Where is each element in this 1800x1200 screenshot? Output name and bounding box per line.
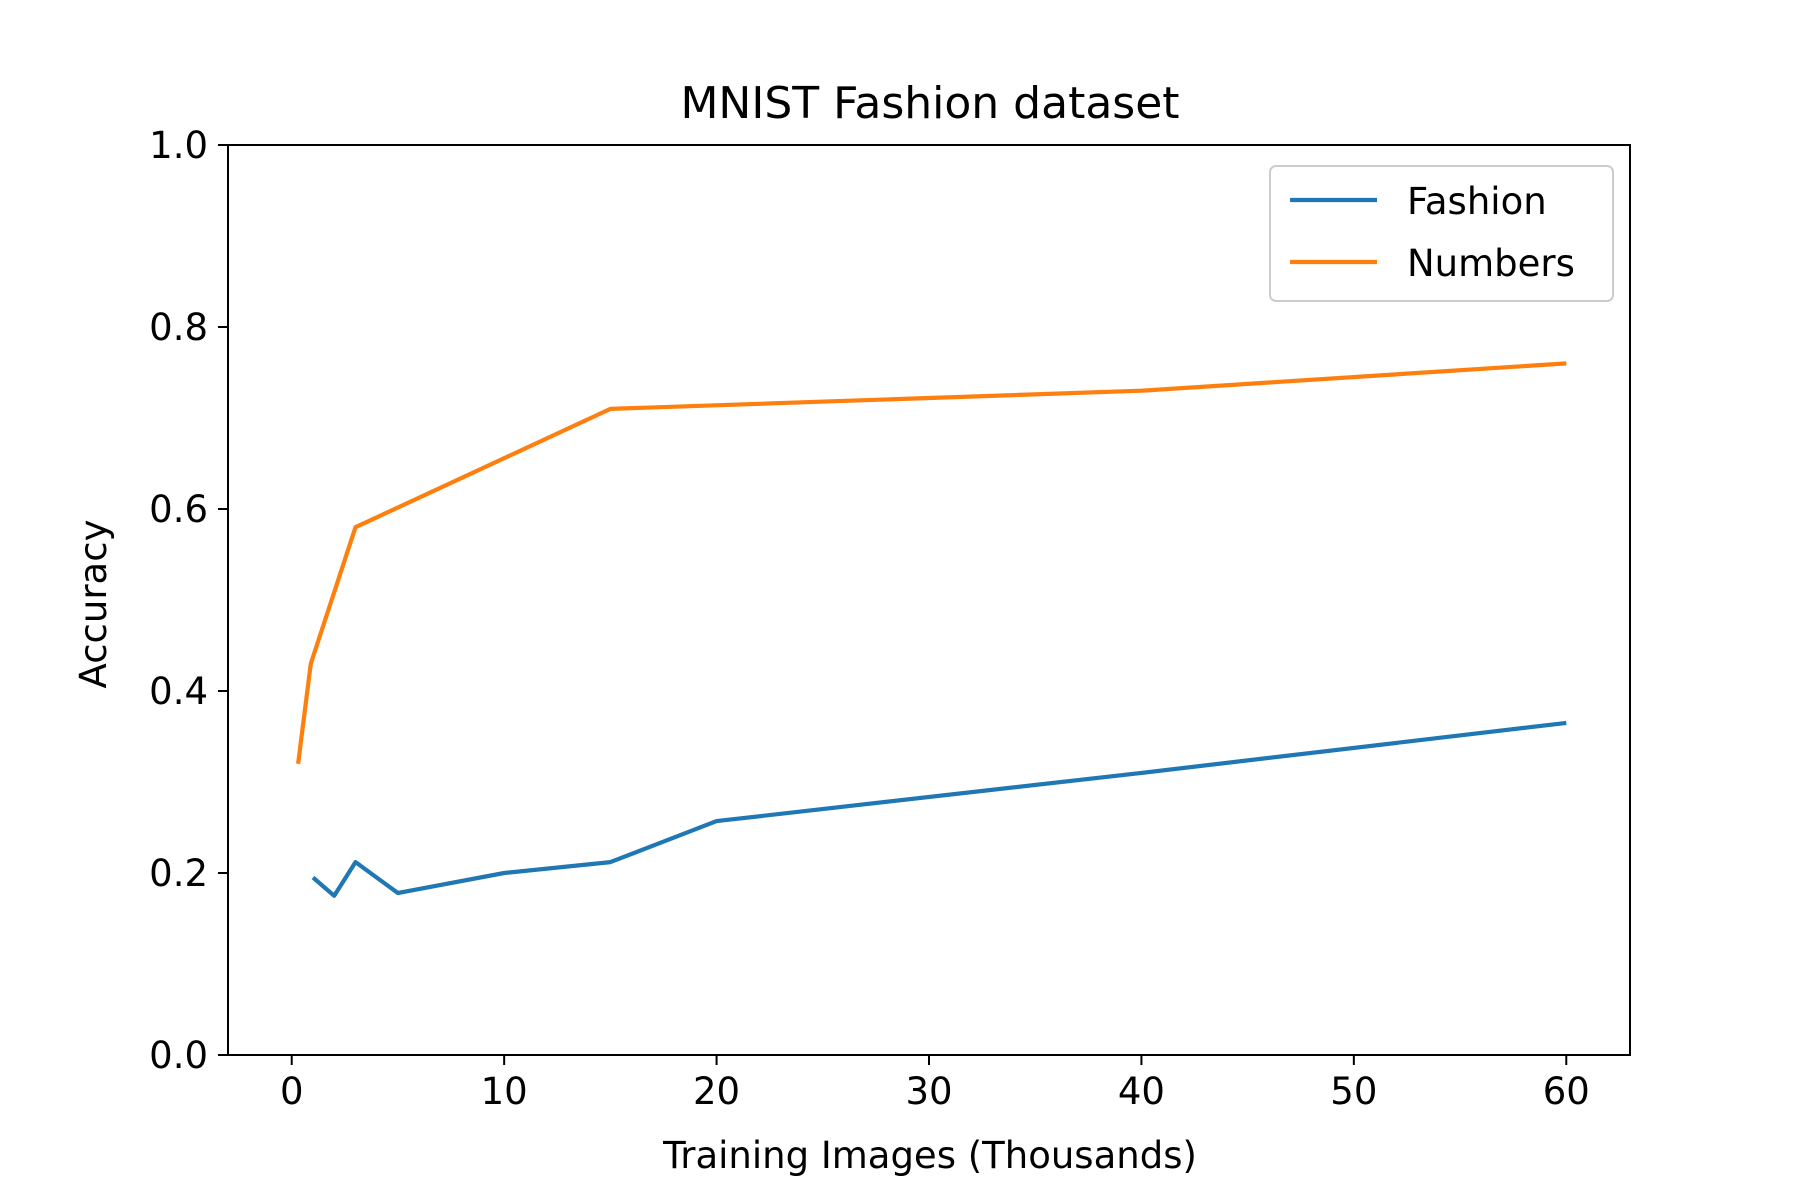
y-axis: 0.0 0.2 0.4 0.6 0.8 1.0: [149, 124, 228, 1077]
legend-label-fashion: Fashion: [1407, 180, 1547, 223]
x-tick-label: 30: [905, 1070, 952, 1113]
x-tick-label: 20: [693, 1070, 740, 1113]
x-tick-label: 50: [1330, 1070, 1377, 1113]
series-lines: [296, 361, 1567, 898]
x-tick-label: 60: [1543, 1070, 1590, 1113]
series-line-fashion: [311, 720, 1567, 898]
x-tick-label: 40: [1118, 1070, 1165, 1113]
x-tick-label: 0: [280, 1070, 304, 1113]
y-tick-label: 0.2: [149, 852, 208, 895]
y-tick-label: 0.8: [149, 306, 208, 349]
y-tick-label: 1.0: [149, 124, 208, 167]
legend: Fashion Numbers: [1269, 165, 1614, 302]
x-axis: 0 10 20 30 40 50 60: [280, 1055, 1590, 1113]
series-line-numbers: [296, 361, 1567, 765]
y-tick-label: 0.0: [149, 1034, 208, 1077]
chart-title: MNIST Fashion dataset: [680, 78, 1179, 129]
y-axis-label: Accuracy: [72, 520, 115, 689]
plot-area: 0 10 20 30 40 50 60 0.0 0.2 0.4 0.6 0.8 1.0: [149, 124, 1631, 1113]
x-tick-label: 10: [481, 1070, 528, 1113]
x-axis-label: Training Images (Thousands): [662, 1134, 1197, 1177]
y-tick-label: 0.4: [149, 670, 208, 713]
legend-label-numbers: Numbers: [1407, 242, 1575, 285]
y-tick-label: 0.6: [149, 488, 208, 531]
